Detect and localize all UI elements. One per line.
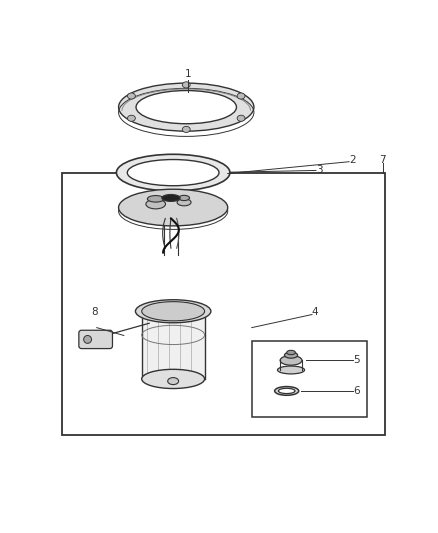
Text: 5: 5 — [353, 356, 360, 365]
Circle shape — [84, 335, 92, 343]
Text: 7: 7 — [379, 155, 386, 165]
FancyBboxPatch shape — [79, 330, 113, 349]
Ellipse shape — [285, 352, 297, 358]
Text: 2: 2 — [349, 155, 356, 165]
Ellipse shape — [127, 115, 135, 122]
Text: 4: 4 — [312, 308, 318, 317]
Ellipse shape — [142, 302, 205, 321]
Text: 6: 6 — [353, 386, 360, 396]
Ellipse shape — [127, 159, 219, 185]
Ellipse shape — [237, 115, 245, 122]
Ellipse shape — [280, 356, 302, 365]
Text: 3: 3 — [316, 165, 323, 175]
Ellipse shape — [119, 83, 254, 131]
Bar — [252, 341, 367, 417]
Ellipse shape — [162, 195, 180, 201]
Ellipse shape — [287, 350, 295, 354]
Ellipse shape — [148, 196, 164, 202]
Ellipse shape — [168, 377, 179, 385]
Ellipse shape — [182, 82, 190, 88]
Ellipse shape — [177, 199, 191, 206]
Ellipse shape — [127, 93, 135, 99]
Text: 8: 8 — [91, 308, 98, 317]
Ellipse shape — [278, 366, 304, 374]
Bar — [62, 173, 385, 434]
Ellipse shape — [142, 369, 205, 389]
Ellipse shape — [179, 195, 190, 200]
Ellipse shape — [182, 126, 190, 133]
Bar — [142, 311, 205, 379]
Text: 1: 1 — [185, 69, 192, 79]
Ellipse shape — [279, 389, 295, 393]
Ellipse shape — [117, 154, 230, 191]
Ellipse shape — [237, 93, 245, 99]
Ellipse shape — [136, 91, 237, 124]
Ellipse shape — [146, 199, 166, 209]
Ellipse shape — [135, 300, 211, 323]
Ellipse shape — [119, 189, 228, 226]
Ellipse shape — [275, 386, 299, 395]
